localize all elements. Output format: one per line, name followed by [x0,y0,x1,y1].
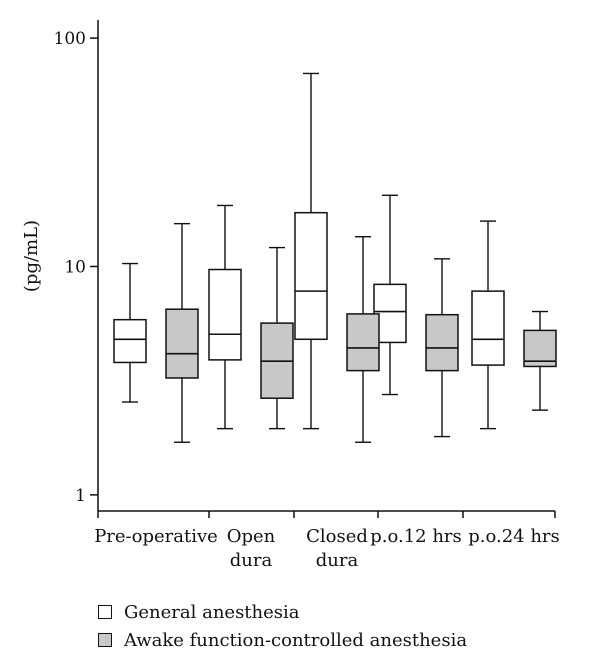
y-tick-label: 100 [54,29,86,49]
legend-swatch-white [98,605,112,619]
x-category-label: Open [227,526,276,547]
y-axis-label: (pg/mL) [21,220,42,292]
iqr-box [165,308,199,379]
y-tick-label: 1 [75,486,86,506]
legend-swatch-gray [98,633,112,647]
iqr-box [294,211,328,341]
legend: General anesthesia Awake function-contro… [98,598,467,654]
iqr-box [208,268,242,361]
box-plot-chart: 1 10 100 (pg/mL) Pre-operative Open dura Closed… [21,20,560,571]
x-category-label: Pre-operative [94,526,218,547]
legend-item-awake: Awake function-controlled anesthesia [98,626,467,654]
x-category-label: p.o.24 hrs [468,526,560,547]
iqr-box [346,313,380,372]
x-category-label: dura [316,550,359,571]
x-category-label: p.o.12 hrs [370,526,462,547]
x-category-label: Closed [306,526,368,547]
iqr-box [471,290,505,366]
legend-label-awake: Awake function-controlled anesthesia [124,629,468,651]
y-tick-label: 10 [64,257,86,277]
x-category-label: dura [230,550,273,571]
iqr-box [113,318,147,364]
iqr-box [425,313,459,372]
legend-label-general: General anesthesia [124,601,300,623]
legend-item-general: General anesthesia [98,598,467,626]
